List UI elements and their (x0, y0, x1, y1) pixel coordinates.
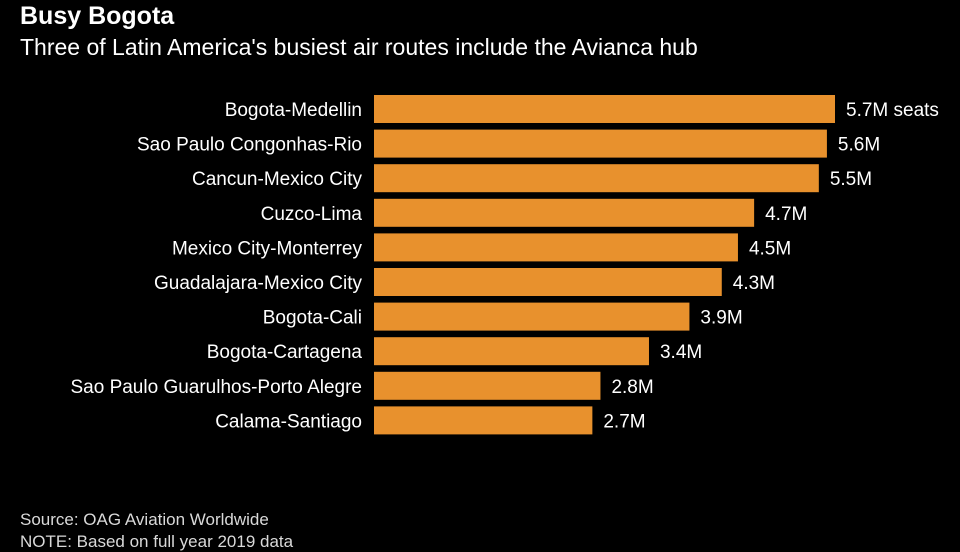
data-label: 3.4M (660, 342, 702, 363)
data-label: 2.8M (611, 377, 653, 398)
category-label: Sao Paulo Congonhas-Rio (137, 135, 362, 156)
category-label: Calama-Santiago (215, 411, 362, 432)
chart-subtitle: Three of Latin America's busiest air rou… (20, 34, 698, 60)
category-label: Cuzco-Lima (261, 204, 363, 225)
category-label: Cancun-Mexico City (192, 169, 362, 190)
category-label: Bogota-Cartagena (207, 342, 363, 363)
bar (374, 233, 738, 262)
category-label: Bogota-Cali (263, 308, 362, 329)
source-note: Source: OAG Aviation Worldwide (20, 510, 269, 529)
data-label: 4.3M (733, 273, 775, 294)
data-label: 5.7M seats (846, 100, 939, 121)
data-label: 5.6M (838, 135, 880, 156)
chart-title: Busy Bogota (20, 2, 175, 30)
data-label: 3.9M (700, 308, 742, 329)
category-label: Guadalajara-Mexico City (154, 273, 363, 294)
category-label: Mexico City-Monterrey (172, 238, 363, 259)
bar (374, 268, 722, 296)
bar (374, 337, 649, 366)
bar (374, 371, 601, 400)
bar (374, 95, 835, 123)
data-label: 4.5M (749, 238, 791, 259)
data-note: NOTE: Based on full year 2019 data (20, 532, 294, 551)
data-label: 4.7M (765, 204, 807, 225)
bar (374, 164, 819, 193)
category-label: Sao Paulo Guarulhos-Porto Alegre (70, 377, 362, 398)
bar (374, 406, 593, 435)
bar-chart: Bogota-Medellin 5.7M seats Sao Paulo Congo… (70, 95, 939, 435)
data-label: 5.5M (830, 169, 872, 190)
bar (374, 198, 755, 227)
bar (374, 302, 690, 331)
bar (374, 129, 827, 158)
data-label: 2.7M (603, 411, 645, 432)
category-label: Bogota-Medellin (225, 100, 362, 121)
